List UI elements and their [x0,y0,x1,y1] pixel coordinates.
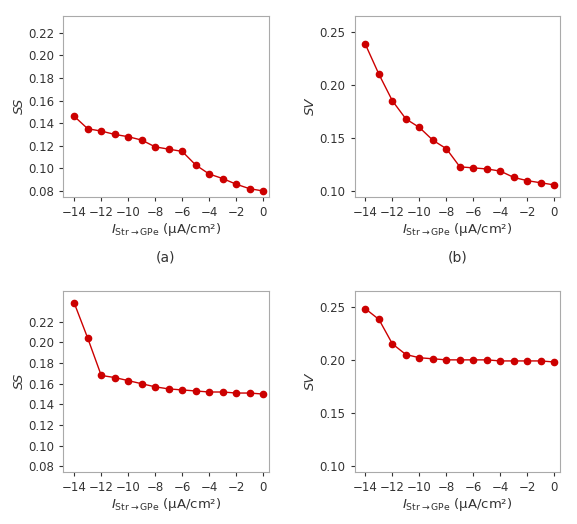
X-axis label: $I_{\mathrm{Str{\rightarrow}GPe}}$ (μA/cm²): $I_{\mathrm{Str{\rightarrow}GPe}}$ (μA/c… [111,222,221,238]
Y-axis label: SV: SV [304,97,317,115]
Text: (b): (b) [447,251,467,265]
X-axis label: $I_{\mathrm{Str{\rightarrow}GPe}}$ (μA/cm²): $I_{\mathrm{Str{\rightarrow}GPe}}$ (μA/c… [402,496,512,514]
X-axis label: $I_{\mathrm{Str{\rightarrow}GPe}}$ (μA/cm²): $I_{\mathrm{Str{\rightarrow}GPe}}$ (μA/c… [402,222,512,238]
Y-axis label: SS: SS [13,98,25,114]
Y-axis label: SV: SV [304,373,317,390]
Y-axis label: SS: SS [13,373,25,389]
Text: (a): (a) [156,251,176,265]
X-axis label: $I_{\mathrm{Str{\rightarrow}GPe}}$ (μA/cm²): $I_{\mathrm{Str{\rightarrow}GPe}}$ (μA/c… [111,496,221,514]
